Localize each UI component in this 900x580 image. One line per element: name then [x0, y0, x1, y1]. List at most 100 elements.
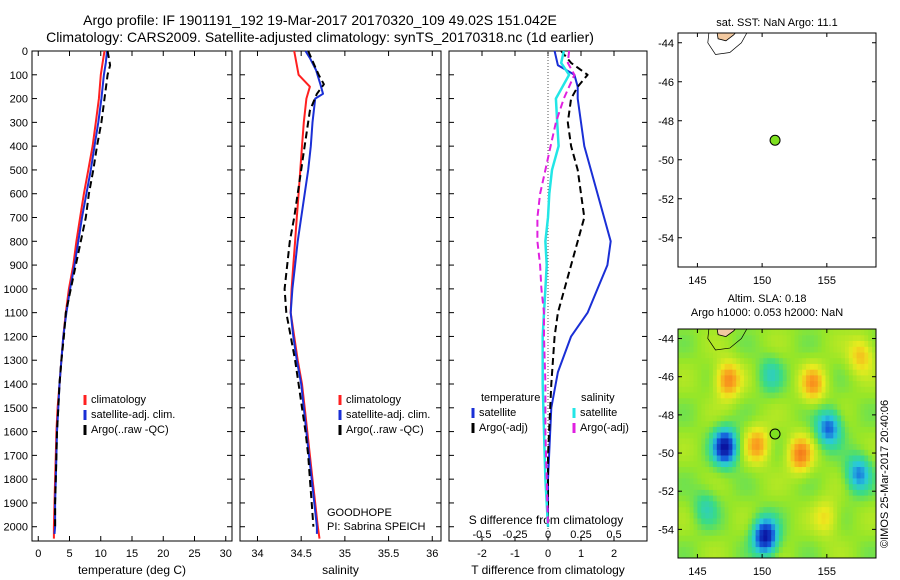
- sla-cell: [705, 403, 710, 410]
- sla-cell: [817, 392, 823, 399]
- sla-cell: [681, 477, 687, 485]
- sla-cell: [806, 489, 811, 496]
- sla-cell: [767, 546, 772, 553]
- sla-cell: [813, 403, 819, 410]
- sla-cell: [856, 540, 862, 548]
- sla-cell: [751, 351, 757, 359]
- sla-cell: [697, 426, 702, 433]
- sla-cell: [744, 329, 749, 336]
- sla-cell: [848, 512, 854, 519]
- sla-cell: [763, 346, 768, 353]
- sla-cell: [806, 334, 811, 341]
- sla-cell: [821, 334, 827, 341]
- sla-cell: [841, 443, 846, 450]
- sla-cell: [821, 374, 827, 382]
- y-tick-label: 0: [22, 46, 28, 58]
- sla-cell: [701, 437, 706, 445]
- sla-cell: [709, 363, 714, 370]
- sla-cell: [802, 329, 807, 336]
- sla-cell: [759, 432, 764, 439]
- sla-cell: [744, 346, 749, 353]
- sla-cell: [802, 340, 807, 347]
- sla-cell: [825, 535, 830, 542]
- sla-cell: [813, 546, 819, 553]
- sla-cell: [833, 363, 838, 370]
- sla-cell: [841, 426, 846, 433]
- sla-cell: [868, 512, 873, 519]
- sla-cell: [813, 363, 819, 370]
- sla-cell: [837, 443, 842, 450]
- sla-cell: [798, 477, 803, 485]
- sla-cell: [790, 374, 796, 382]
- sla-cell: [782, 351, 788, 359]
- sla-cell: [709, 449, 714, 456]
- sla-cell: [837, 363, 842, 370]
- sla-cell: [782, 414, 788, 422]
- sla-cell: [833, 369, 838, 376]
- sla-cell: [829, 386, 834, 393]
- sla-cell: [794, 506, 799, 513]
- sla-cell: [728, 386, 733, 393]
- sla-cell: [720, 380, 726, 387]
- sla-cell: [782, 495, 788, 502]
- sla-cell: [728, 512, 733, 519]
- sla-cell: [771, 500, 776, 508]
- sla-cell: [868, 506, 873, 513]
- sla-cell: [740, 420, 745, 427]
- sla-cell: [705, 414, 710, 422]
- sla-cell: [778, 535, 784, 542]
- sla-cell: [794, 523, 799, 530]
- sla-cell: [705, 437, 710, 445]
- sla-cell: [817, 397, 823, 404]
- sla-cell: [829, 529, 834, 536]
- sla-cell: [716, 426, 722, 433]
- sla-cell: [728, 546, 733, 553]
- sla-cell: [829, 334, 834, 341]
- sla-cell: [712, 517, 718, 525]
- sla-cell: [759, 460, 764, 467]
- sla-cell: [763, 500, 768, 508]
- sla-cell: [747, 489, 753, 496]
- sla-cell: [806, 535, 811, 542]
- sla-cell: [806, 380, 811, 387]
- sla-cell: [678, 529, 683, 536]
- sla-cell: [689, 432, 695, 439]
- sla-cell: [856, 529, 862, 536]
- sla-cell: [813, 357, 819, 364]
- sla-cell: [794, 340, 799, 347]
- sla-cell: [856, 535, 862, 542]
- sla-cell: [701, 392, 706, 399]
- sla-cell: [678, 437, 683, 445]
- sla-cell: [848, 363, 854, 370]
- sla-cell: [685, 477, 691, 485]
- sla-cell: [833, 529, 838, 536]
- sla-cell: [844, 340, 850, 347]
- sla-cell: [744, 535, 749, 542]
- sla-cell: [802, 489, 807, 496]
- sla-cell: [806, 455, 811, 462]
- temp-satellite-line: [547, 50, 612, 527]
- sla-cell: [829, 449, 834, 456]
- sla-cell: [771, 460, 776, 467]
- sla-cell: [852, 443, 858, 450]
- sla-cell: [868, 340, 873, 347]
- sla-cell: [705, 432, 710, 439]
- sla-cell: [841, 455, 846, 462]
- sla-cell: [841, 540, 846, 548]
- sla-cell: [817, 432, 823, 439]
- sla-cell: [775, 380, 780, 387]
- sla-cell: [778, 340, 784, 347]
- sla-cell: [697, 357, 702, 364]
- sla-cell: [872, 374, 876, 382]
- sla-cell: [810, 374, 815, 382]
- sla-cell: [693, 380, 698, 387]
- sla-cell: [755, 369, 761, 376]
- sla-cell: [817, 414, 823, 422]
- sla-cell: [705, 460, 710, 467]
- sla-cell: [693, 472, 698, 479]
- sla-cell: [782, 369, 788, 376]
- sla-cell: [712, 340, 718, 347]
- sla-cell: [705, 380, 710, 387]
- sla-cell: [709, 351, 714, 359]
